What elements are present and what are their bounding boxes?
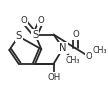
Text: S: S [15, 31, 22, 41]
Text: OH: OH [47, 73, 60, 82]
Text: O: O [38, 16, 45, 25]
Text: N: N [59, 43, 67, 53]
Text: S: S [32, 30, 38, 40]
Text: CH₃: CH₃ [93, 47, 107, 55]
Text: O: O [85, 52, 92, 61]
Text: O: O [20, 16, 27, 25]
Text: CH₃: CH₃ [65, 56, 79, 65]
Text: O: O [72, 30, 79, 39]
